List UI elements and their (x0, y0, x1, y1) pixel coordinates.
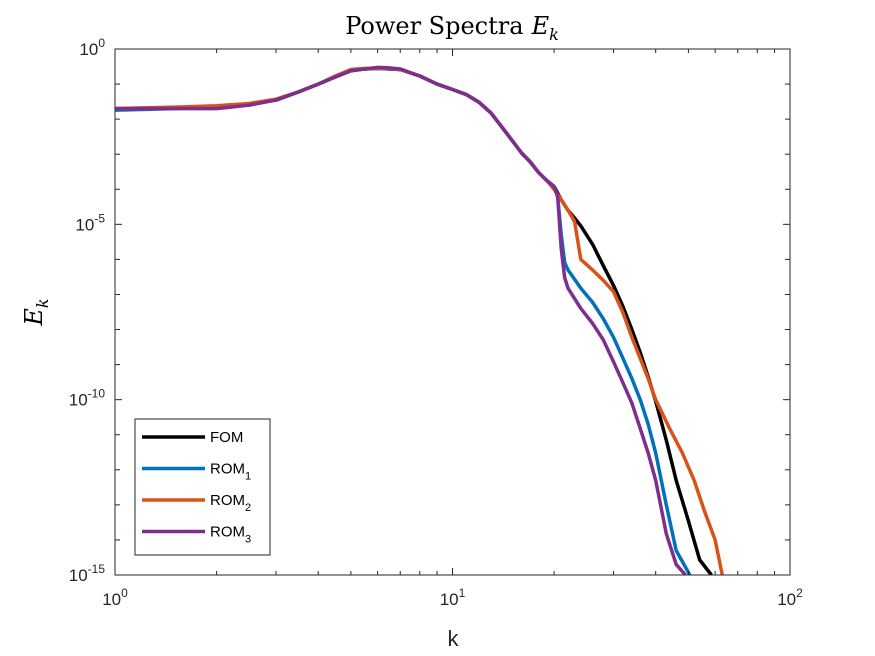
legend-label: ROM1 (210, 461, 251, 483)
y-axis-label: Ek (20, 298, 52, 326)
x-tick-label: 100 (102, 586, 128, 609)
legend-label: ROM3 (210, 524, 251, 546)
series-line-rom-3 (115, 65, 687, 575)
x-tick-label: 102 (777, 586, 803, 609)
y-tick-label: 10-5 (75, 211, 105, 234)
chart-title: Power Spectra Ek (345, 12, 559, 44)
legend-label: FOM (210, 429, 243, 446)
x-axis-label: k (448, 626, 460, 651)
y-tick-label: 100 (79, 36, 105, 59)
legend-label: ROM2 (210, 492, 251, 514)
y-tick-label: 10-15 (69, 562, 106, 585)
series-layer (115, 65, 724, 575)
legend: FOM ROM1 ROM2 ROM3 (134, 418, 271, 556)
y-tick-label: 10-10 (69, 387, 106, 410)
x-tick-label: 101 (440, 586, 466, 609)
axes-box (114, 48, 791, 576)
ticks-layer: 100 101 102 100 10-5 10-10 10-15 (69, 36, 803, 609)
